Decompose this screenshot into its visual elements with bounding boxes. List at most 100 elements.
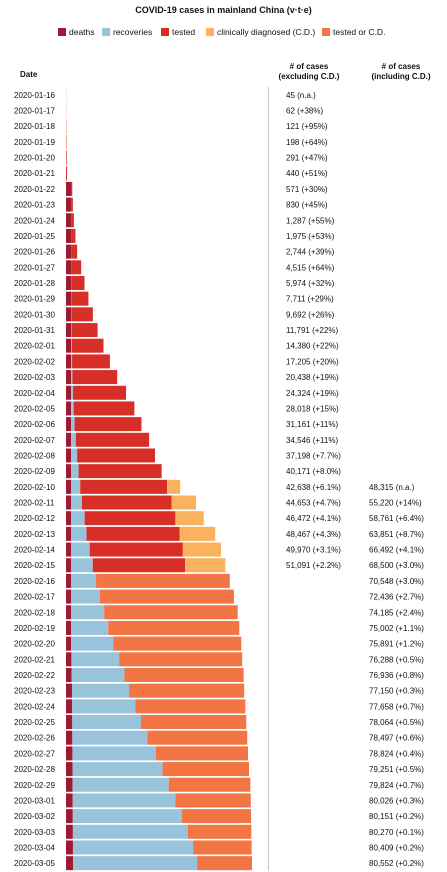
bar-segment-deaths — [66, 809, 73, 824]
bar-segment-cd — [167, 479, 181, 494]
value-label-excluding-cd: 45 (n.a.) — [286, 91, 316, 100]
date-label: 2020-03-04 — [14, 843, 55, 852]
bar-segment-deaths — [66, 338, 71, 353]
date-label: 2020-01-24 — [14, 216, 55, 225]
bar-segment-deaths — [66, 824, 73, 839]
value-label-including-cd: 58,761 (+6.4%) — [369, 514, 424, 523]
date-label: 2020-02-17 — [14, 593, 55, 602]
legend-item-tested-or-cd: tested or C.D. — [322, 26, 385, 38]
bar-segment-tested-or-cd — [162, 762, 249, 777]
date-label: 2020-02-12 — [14, 514, 55, 523]
value-label-excluding-cd: 42,638 (+6.1%) — [286, 483, 341, 492]
bar-segment-recoveries — [71, 385, 74, 400]
bar-segment-tested-or-cd — [129, 683, 245, 698]
date-label: 2020-01-19 — [14, 138, 55, 147]
value-label-excluding-cd: 49,970 (+3.1%) — [286, 546, 341, 555]
legend-swatch-recoveries — [102, 28, 110, 36]
legend: deaths recoveries tested clinically diag… — [0, 26, 447, 38]
value-label-excluding-cd: 37,198 (+7.7%) — [286, 451, 341, 460]
bar-segment-tested-or-cd — [155, 746, 249, 761]
bar-segment-tested — [86, 526, 180, 541]
bar-segment-tested — [73, 401, 135, 416]
bar-segment-tested-or-cd — [168, 777, 251, 792]
value-label-including-cd: 80,151 (+0.2%) — [369, 812, 424, 821]
bar-segment-tested — [71, 291, 89, 306]
bar-segment-deaths — [66, 385, 71, 400]
bar-segment-tested — [80, 479, 168, 494]
bar-segment-deaths — [66, 370, 71, 385]
legend-item-tested: tested — [161, 26, 195, 38]
bar-segment-deaths — [66, 495, 71, 510]
value-label-excluding-cd: 121 (+95%) — [286, 122, 328, 131]
bar-segment-tested-or-cd — [104, 605, 238, 620]
bar-segment-recoveries — [71, 354, 73, 369]
bar-segment-tested-or-cd — [140, 715, 247, 730]
value-label-excluding-cd: 571 (+30%) — [286, 185, 328, 194]
value-label-excluding-cd: 62 (+38%) — [286, 107, 323, 116]
bar-segment-tested — [66, 150, 67, 165]
value-label-including-cd: 66,492 (+4.1%) — [369, 546, 424, 555]
value-label-including-cd: 80,026 (+0.3%) — [369, 796, 424, 805]
date-label: 2020-02-15 — [14, 561, 55, 570]
bar-segment-deaths — [66, 840, 73, 855]
value-label-excluding-cd: 1,975 (+53%) — [286, 232, 335, 241]
bar-segment-recoveries — [71, 589, 100, 604]
bar-segment-deaths — [66, 276, 71, 290]
value-label-including-cd: 63,851 (+8.7%) — [369, 530, 424, 539]
date-label: 2020-02-08 — [14, 451, 55, 460]
value-label-including-cd: 68,500 (+3.0%) — [369, 561, 424, 570]
date-label: 2020-01-20 — [14, 154, 55, 163]
bar-segment-tested-or-cd — [113, 636, 242, 651]
value-label-excluding-cd: 11,791 (+22%) — [286, 326, 338, 335]
bar-segment-recoveries — [71, 495, 82, 510]
bar-segment-deaths — [66, 511, 71, 526]
bar-segment-deaths — [66, 432, 71, 447]
bar-segment-deaths — [66, 715, 73, 730]
date-label: 2020-02-19 — [14, 624, 55, 633]
legend-label-tested-or-cd: tested or C.D. — [333, 27, 386, 37]
bar-segment-deaths — [66, 558, 71, 573]
bar-segment-deaths — [66, 417, 71, 432]
bar-segment-deaths — [66, 323, 71, 338]
bar-segment-tested — [73, 385, 127, 400]
value-label-excluding-cd: 28,018 (+15%) — [286, 404, 339, 413]
legend-item-clinically-diagnosed: clinically diagnosed (C.D.) — [206, 26, 315, 38]
legend-item-deaths: deaths — [58, 26, 95, 38]
date-label: 2020-02-18 — [14, 608, 55, 617]
bar-segment-recoveries — [71, 573, 97, 588]
bar-segment-deaths — [66, 683, 72, 698]
bar-segment-recoveries — [72, 762, 163, 777]
legend-label-clinically-diagnosed: clinically diagnosed (C.D.) — [217, 27, 316, 37]
bar-segment-deaths — [66, 856, 74, 871]
date-label: 2020-01-17 — [14, 107, 55, 116]
column-header-excluding-cd: # of cases (excluding C.D.) — [278, 62, 340, 81]
date-label: 2020-02-05 — [14, 404, 55, 413]
value-label-including-cd: 78,064 (+0.5%) — [369, 718, 424, 727]
value-label-including-cd: 75,891 (+1.2%) — [369, 640, 424, 649]
date-label: 2020-02-22 — [14, 671, 55, 680]
bar-segment-deaths — [66, 213, 71, 228]
value-label-including-cd: 76,288 (+0.5%) — [369, 655, 424, 664]
value-label-excluding-cd: 7,711 (+29%) — [286, 295, 334, 304]
bar-segment-deaths — [66, 636, 72, 651]
value-label-excluding-cd: 31,161 (+11%) — [286, 420, 338, 429]
bar-segment-deaths — [66, 479, 71, 494]
date-label: 2020-03-05 — [14, 859, 55, 868]
bar-segment-recoveries — [71, 511, 85, 526]
value-label-excluding-cd: 24,324 (+19%) — [286, 389, 339, 398]
bar-segment-recoveries — [71, 401, 74, 416]
legend-label-tested: tested — [172, 27, 196, 37]
legend-label-recoveries: recoveries — [113, 27, 153, 37]
value-label-excluding-cd: 1,287 (+55%) — [286, 216, 335, 225]
bar-segment-recoveries — [71, 620, 109, 635]
bar-segment-deaths — [66, 197, 71, 212]
bar-segment-tested-or-cd — [147, 730, 248, 745]
bar-segment-recoveries — [71, 558, 93, 573]
bar-segment-deaths — [66, 401, 71, 416]
bar-segment-deaths — [66, 464, 71, 479]
bar-segment-tested — [71, 181, 73, 196]
date-label: 2020-03-03 — [14, 828, 55, 837]
date-label: 2020-02-11 — [14, 499, 55, 508]
bar-segment-tested-or-cd — [181, 809, 252, 824]
